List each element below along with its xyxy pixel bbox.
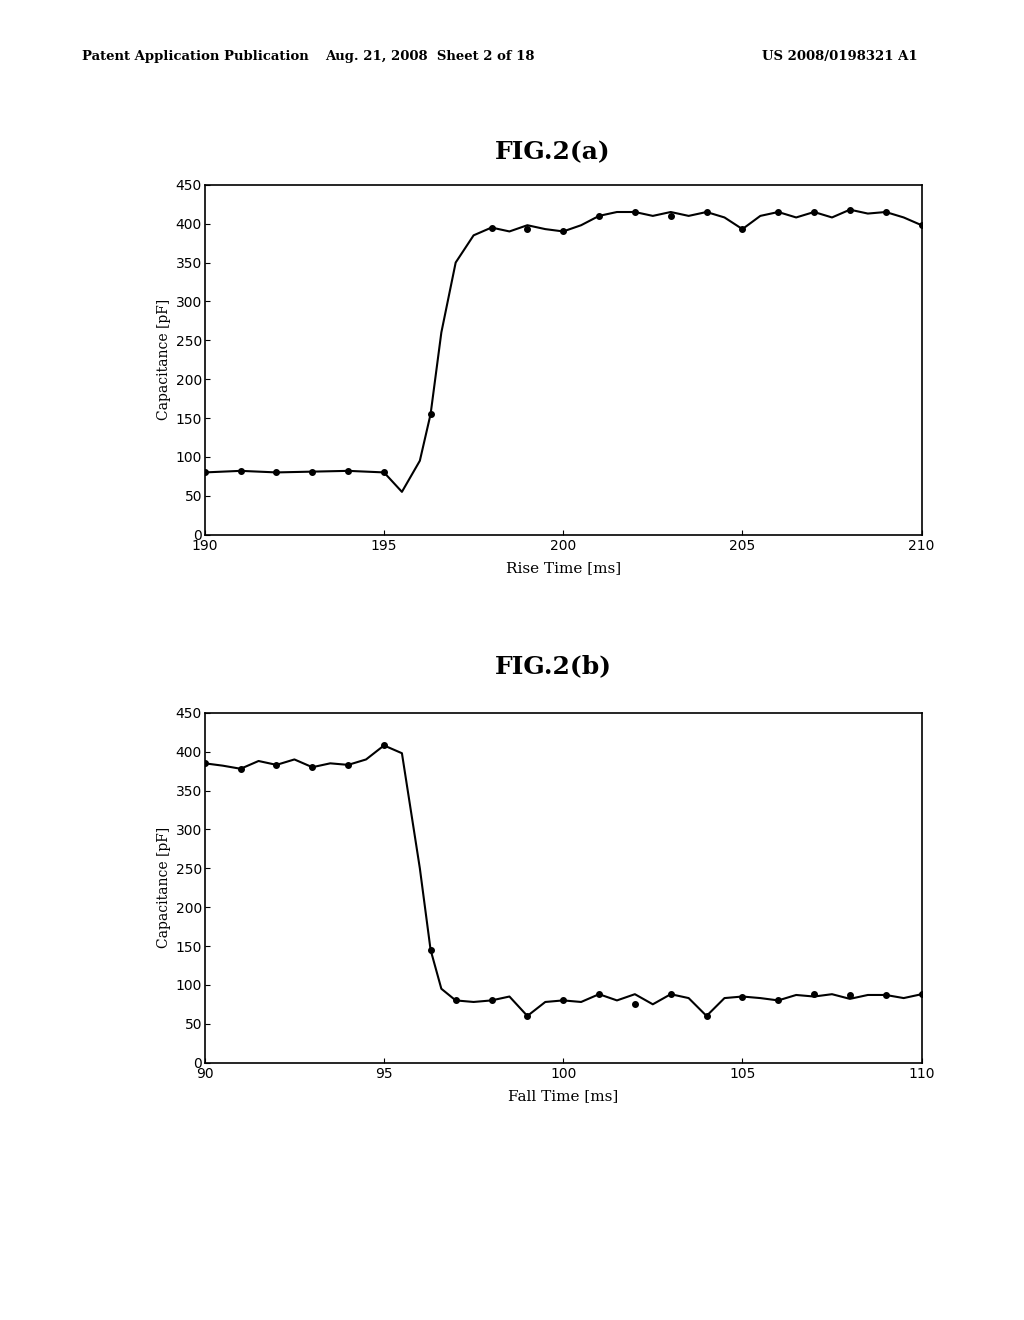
Y-axis label: Capacitance [pF]: Capacitance [pF] [158, 828, 171, 948]
Text: Aug. 21, 2008  Sheet 2 of 18: Aug. 21, 2008 Sheet 2 of 18 [326, 50, 535, 63]
X-axis label: Rise Time [ms]: Rise Time [ms] [506, 561, 621, 576]
Text: FIG.2(a): FIG.2(a) [496, 140, 610, 164]
Text: Patent Application Publication: Patent Application Publication [82, 50, 308, 63]
Text: US 2008/0198321 A1: US 2008/0198321 A1 [762, 50, 918, 63]
Y-axis label: Capacitance [pF]: Capacitance [pF] [158, 300, 171, 420]
Text: FIG.2(b): FIG.2(b) [495, 655, 611, 678]
X-axis label: Fall Time [ms]: Fall Time [ms] [508, 1089, 618, 1104]
